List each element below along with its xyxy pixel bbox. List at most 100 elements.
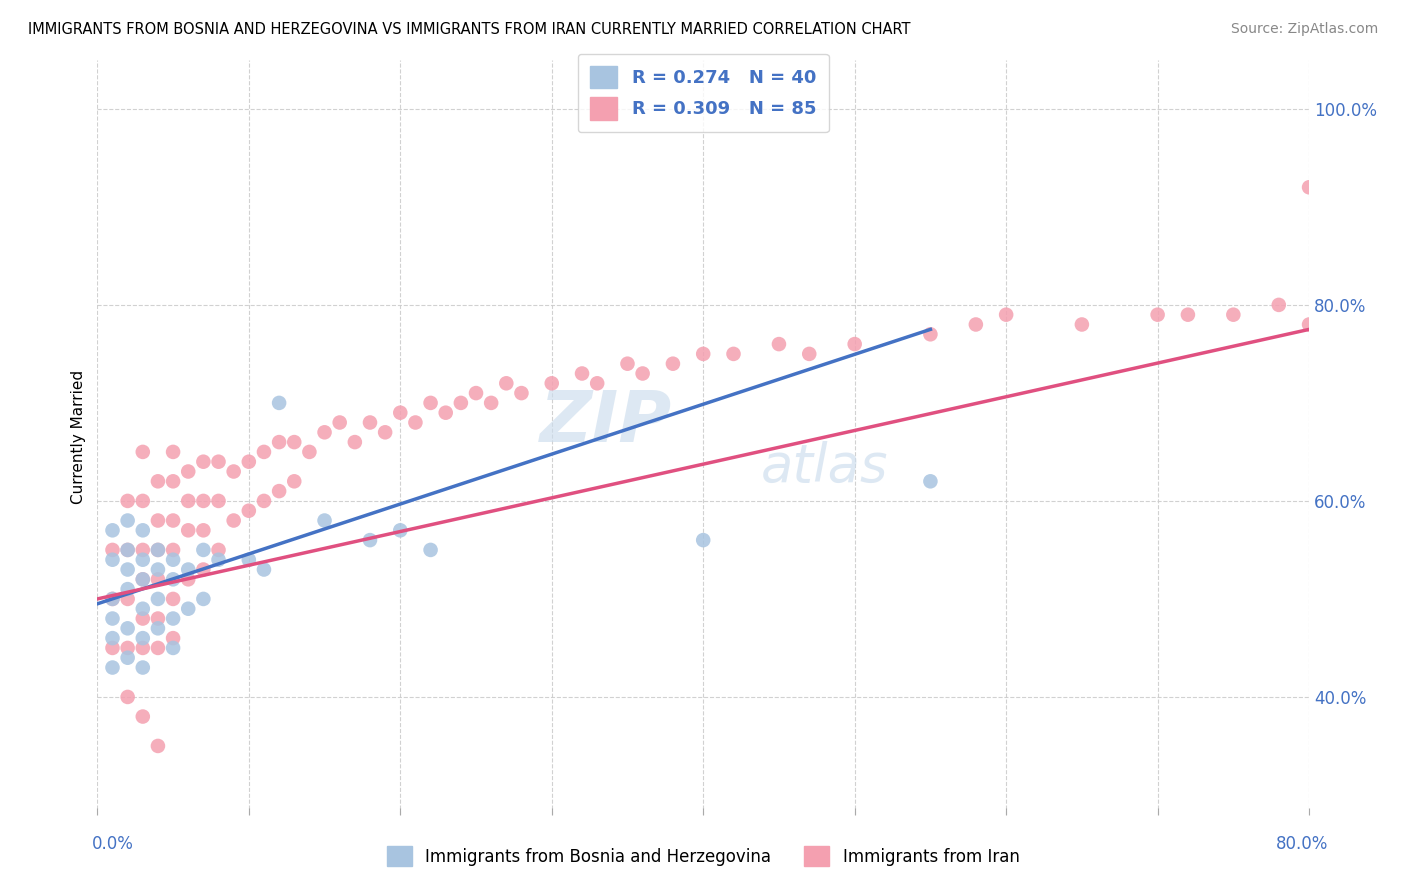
Point	[1146, 308, 1168, 322]
Point	[965, 318, 987, 332]
Point	[1177, 308, 1199, 322]
Point	[132, 494, 155, 508]
Point	[269, 396, 291, 410]
Point	[162, 572, 184, 586]
Text: 80.0%: 80.0%	[1277, 835, 1329, 853]
Point	[132, 611, 155, 625]
Point	[193, 562, 215, 576]
Point	[920, 475, 942, 489]
Point	[253, 494, 276, 508]
Point	[540, 376, 562, 391]
Point	[207, 455, 229, 469]
Point	[177, 494, 200, 508]
Point	[1222, 308, 1244, 322]
Point	[844, 337, 866, 351]
Point	[101, 660, 124, 674]
Point	[132, 709, 155, 723]
Point	[177, 601, 200, 615]
Point	[222, 465, 245, 479]
Point	[404, 416, 426, 430]
Point	[146, 475, 169, 489]
Point	[207, 552, 229, 566]
Point	[146, 514, 169, 528]
Point	[995, 308, 1018, 322]
Point	[586, 376, 609, 391]
Point	[222, 514, 245, 528]
Point	[117, 562, 139, 576]
Point	[238, 552, 260, 566]
Point	[132, 601, 155, 615]
Text: ZIP: ZIP	[540, 388, 672, 457]
Point	[1070, 318, 1092, 332]
Point	[177, 465, 200, 479]
Point	[1298, 180, 1320, 194]
Point	[132, 445, 155, 459]
Point	[253, 562, 276, 576]
Point	[193, 524, 215, 538]
Point	[132, 640, 155, 655]
Point	[269, 435, 291, 450]
Point	[132, 524, 155, 538]
Point	[162, 611, 184, 625]
Point	[162, 631, 184, 645]
Point	[419, 543, 441, 558]
Point	[117, 494, 139, 508]
Point	[692, 347, 714, 361]
Point	[207, 543, 229, 558]
Point	[146, 621, 169, 635]
Y-axis label: Currently Married: Currently Married	[72, 370, 86, 504]
Point	[117, 621, 139, 635]
Point	[132, 631, 155, 645]
Point	[253, 445, 276, 459]
Point	[162, 591, 184, 606]
Point	[510, 386, 533, 401]
Point	[359, 533, 381, 548]
Point	[162, 552, 184, 566]
Point	[479, 396, 502, 410]
Point	[314, 514, 336, 528]
Point	[146, 572, 169, 586]
Text: IMMIGRANTS FROM BOSNIA AND HERZEGOVINA VS IMMIGRANTS FROM IRAN CURRENTLY MARRIED: IMMIGRANTS FROM BOSNIA AND HERZEGOVINA V…	[28, 22, 911, 37]
Point	[768, 337, 790, 351]
Point	[162, 514, 184, 528]
Text: atlas: atlas	[761, 442, 889, 493]
Point	[132, 572, 155, 586]
Point	[101, 611, 124, 625]
Point	[343, 435, 366, 450]
Point	[146, 591, 169, 606]
Point	[207, 494, 229, 508]
Point	[283, 435, 305, 450]
Point	[920, 327, 942, 342]
Point	[117, 650, 139, 665]
Point	[162, 640, 184, 655]
Point	[389, 406, 412, 420]
Point	[132, 552, 155, 566]
Point	[101, 552, 124, 566]
Point	[146, 611, 169, 625]
Point	[177, 572, 200, 586]
Point	[132, 572, 155, 586]
Point	[434, 406, 457, 420]
Point	[692, 533, 714, 548]
Point	[162, 475, 184, 489]
Point	[117, 582, 139, 596]
Text: 0.0%: 0.0%	[91, 835, 134, 853]
Point	[101, 640, 124, 655]
Point	[101, 543, 124, 558]
Point	[146, 562, 169, 576]
Point	[177, 562, 200, 576]
Point	[162, 445, 184, 459]
Point	[314, 425, 336, 440]
Point	[283, 475, 305, 489]
Legend: R = 0.274   N = 40, R = 0.309   N = 85: R = 0.274 N = 40, R = 0.309 N = 85	[578, 54, 830, 132]
Point	[616, 357, 638, 371]
Point	[329, 416, 352, 430]
Point	[177, 524, 200, 538]
Point	[146, 739, 169, 753]
Point	[662, 357, 685, 371]
Point	[359, 416, 381, 430]
Point	[146, 543, 169, 558]
Point	[631, 367, 654, 381]
Point	[101, 591, 124, 606]
Point	[101, 631, 124, 645]
